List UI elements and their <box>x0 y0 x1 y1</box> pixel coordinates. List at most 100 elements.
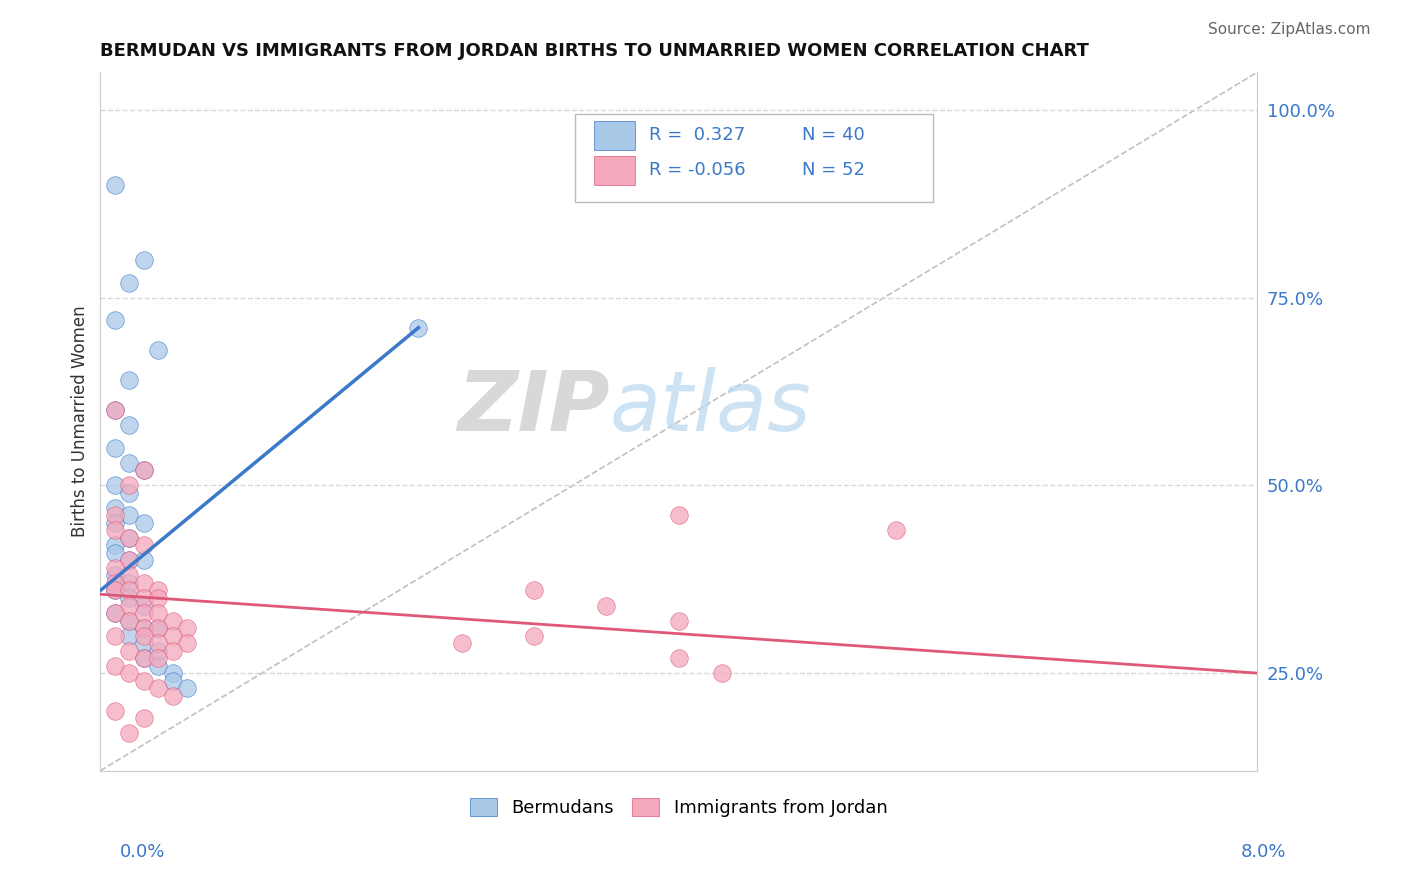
Point <box>132 651 155 665</box>
Point <box>668 614 690 628</box>
Point <box>668 651 690 665</box>
FancyBboxPatch shape <box>595 120 634 150</box>
Point <box>118 614 141 628</box>
Text: R =  0.327: R = 0.327 <box>648 127 745 145</box>
Point <box>148 621 170 635</box>
Point <box>104 516 127 530</box>
Point <box>118 478 141 492</box>
Point <box>132 711 155 725</box>
Point <box>118 456 141 470</box>
Y-axis label: Births to Unmarried Women: Births to Unmarried Women <box>72 306 89 537</box>
Point <box>104 478 127 492</box>
Point <box>118 531 141 545</box>
Point <box>118 628 141 642</box>
Point <box>104 568 127 582</box>
Point <box>132 651 155 665</box>
Point <box>176 636 198 650</box>
Point <box>148 681 170 695</box>
Point <box>104 561 127 575</box>
Point <box>450 636 472 650</box>
Point <box>104 583 127 598</box>
Point <box>148 651 170 665</box>
Point <box>132 673 155 688</box>
Point <box>132 599 155 613</box>
Text: R = -0.056: R = -0.056 <box>648 161 745 179</box>
Point <box>132 538 155 552</box>
Point <box>132 591 155 605</box>
Point <box>148 643 170 657</box>
Text: BERMUDAN VS IMMIGRANTS FROM JORDAN BIRTHS TO UNMARRIED WOMEN CORRELATION CHART: BERMUDAN VS IMMIGRANTS FROM JORDAN BIRTH… <box>100 42 1090 60</box>
Point <box>104 576 127 591</box>
Point <box>104 606 127 620</box>
FancyBboxPatch shape <box>575 114 934 202</box>
Point <box>118 568 141 582</box>
Point <box>104 538 127 552</box>
Point <box>162 614 184 628</box>
Point <box>104 403 127 417</box>
Point <box>104 403 127 417</box>
Point <box>104 628 127 642</box>
Point <box>132 621 155 635</box>
Point <box>118 576 141 591</box>
Point <box>104 583 127 598</box>
Point <box>104 500 127 515</box>
Point <box>104 704 127 718</box>
Point <box>104 313 127 327</box>
Point <box>148 583 170 598</box>
Point <box>118 553 141 567</box>
Point <box>132 553 155 567</box>
Point <box>132 253 155 268</box>
Point <box>118 508 141 523</box>
Text: atlas: atlas <box>609 368 811 448</box>
Point <box>118 643 141 657</box>
Point <box>162 666 184 681</box>
Text: N = 40: N = 40 <box>803 127 865 145</box>
Point <box>884 524 907 538</box>
Point <box>148 343 170 358</box>
Point <box>104 606 127 620</box>
Legend: Bermudans, Immigrants from Jordan: Bermudans, Immigrants from Jordan <box>463 790 894 824</box>
Point <box>523 628 546 642</box>
Point <box>132 463 155 477</box>
Text: ZIP: ZIP <box>457 368 609 448</box>
Point <box>118 591 141 605</box>
Point <box>668 508 690 523</box>
FancyBboxPatch shape <box>595 155 634 185</box>
Point <box>176 681 198 695</box>
Point <box>118 531 141 545</box>
Point <box>118 373 141 387</box>
Point <box>118 726 141 740</box>
Point <box>132 636 155 650</box>
Point <box>132 606 155 620</box>
Point <box>132 621 155 635</box>
Point <box>148 621 170 635</box>
Point <box>104 524 127 538</box>
Text: Source: ZipAtlas.com: Source: ZipAtlas.com <box>1208 22 1371 37</box>
Point <box>104 178 127 192</box>
Point <box>132 628 155 642</box>
Point <box>132 516 155 530</box>
Point <box>118 418 141 433</box>
Point <box>118 666 141 681</box>
Point <box>132 576 155 591</box>
Point <box>148 591 170 605</box>
Point <box>118 553 141 567</box>
Point <box>148 606 170 620</box>
Point <box>162 689 184 703</box>
Point <box>595 599 617 613</box>
Point <box>176 621 198 635</box>
Point <box>162 673 184 688</box>
Point <box>162 643 184 657</box>
Point <box>148 658 170 673</box>
Point <box>118 486 141 500</box>
Point <box>408 320 430 334</box>
Point <box>118 276 141 290</box>
Point <box>162 628 184 642</box>
Point <box>118 614 141 628</box>
Point <box>118 583 141 598</box>
Point <box>148 636 170 650</box>
Point <box>118 599 141 613</box>
Point <box>711 666 734 681</box>
Text: 0.0%: 0.0% <box>120 843 165 861</box>
Point <box>132 463 155 477</box>
